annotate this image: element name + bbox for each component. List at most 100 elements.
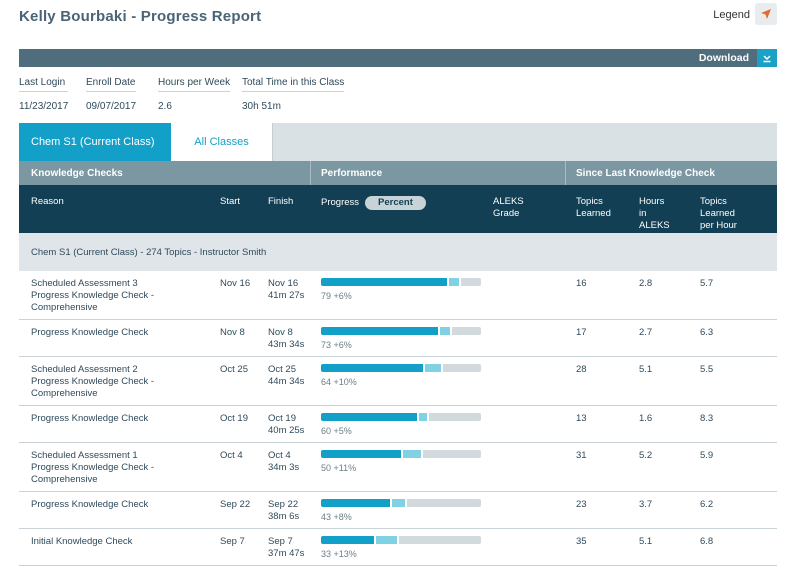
row-hours-in-aleks: 2.8: [639, 278, 653, 289]
progress-bar: [321, 364, 481, 372]
col-hours-line: Hours: [639, 196, 665, 207]
progress-gain-segment: [376, 536, 397, 544]
table-row[interactable]: Progress Knowledge Check Sep 22 Sep 22 38m …: [19, 492, 777, 529]
row-finish: Sep 7 37m 47s: [268, 536, 304, 560]
row-reason-line: Comprehensive: [31, 474, 98, 485]
row-topics-learned: 23: [576, 499, 587, 510]
row-finish-time: 41m 27s: [268, 290, 305, 301]
row-finish: Nov 16 41m 27s: [268, 278, 304, 302]
row-topics-per-hour: 6.8: [700, 536, 714, 547]
col-hours-in-aleks: Hours in ALEKS: [639, 196, 670, 232]
row-start: Oct 25: [220, 364, 248, 375]
page-title: Kelly Bourbaki - Progress Report: [19, 8, 262, 25]
row-finish-date: Sep 22: [268, 499, 299, 510]
tab-all-classes[interactable]: All Classes: [171, 123, 273, 161]
row-topics-per-hour: 6.2: [700, 499, 714, 510]
progress-percent: 50 +11%: [321, 463, 357, 473]
progress-percent: 73 +6%: [321, 340, 352, 350]
row-finish-time: 34m 3s: [268, 462, 300, 473]
row-hours-in-aleks: 2.7: [639, 327, 653, 338]
navigation-arrow-icon: [761, 9, 771, 19]
row-reason: Scheduled Assessment 1 Progress Knowledge…: [31, 450, 154, 486]
summary-label: Hours per Week: [158, 77, 231, 92]
row-finish-time: 44m 34s: [268, 376, 305, 387]
row-reason-line: Progress Knowledge Check -: [31, 290, 155, 301]
progress-percent: 33 +13%: [321, 549, 357, 559]
row-finish-date: Nov 8: [268, 327, 293, 338]
progress-remaining-segment: [423, 450, 481, 458]
row-topics-learned: 31: [576, 450, 587, 461]
summary-label: Total Time in this Class: [242, 77, 345, 92]
col-progress-label: Progress: [321, 197, 360, 208]
row-reason-line: Comprehensive: [31, 388, 98, 399]
row-reason-line: Progress Knowledge Check: [31, 327, 149, 338]
row-reason-line: Progress Knowledge Check -: [31, 376, 155, 387]
row-reason: Progress Knowledge Check: [31, 413, 148, 425]
progress-base-segment: [321, 278, 447, 286]
col-reason: Reason: [31, 196, 64, 207]
row-reason: Progress Knowledge Check: [31, 327, 148, 339]
row-reason: Scheduled Assessment 2 Progress Knowledge…: [31, 364, 154, 400]
progress-remaining-segment: [443, 364, 481, 372]
row-finish: Oct 19 40m 25s: [268, 413, 304, 437]
percent-toggle[interactable]: Percent: [365, 196, 426, 210]
progress-remaining-segment: [407, 499, 481, 507]
row-topics-per-hour: 5.9: [700, 450, 714, 461]
progress-percent: 60 +5%: [321, 426, 352, 436]
class-group-row: Chem S1 (Current Class) - 274 Topics - I…: [19, 233, 777, 271]
row-topics-learned: 16: [576, 278, 587, 289]
col-topics-learned-line: Topics: [576, 196, 603, 207]
col-topics-learned: Topics Learned: [576, 196, 611, 220]
col-hours-line: ALEKS: [639, 220, 670, 231]
row-start: Sep 7: [220, 536, 245, 547]
legend-button[interactable]: [755, 3, 777, 25]
summary-value: 30h 51m: [242, 101, 281, 112]
row-reason-line: Initial Knowledge Check: [31, 536, 133, 547]
col-rate-line: Topics: [700, 196, 727, 207]
row-finish-date: Sep 7: [268, 536, 293, 547]
summary-value: 11/23/2017: [19, 101, 69, 112]
section-divider: [565, 161, 566, 185]
table-row[interactable]: Initial Knowledge Check Sep 7 Sep 7 37m 47s…: [19, 529, 777, 566]
section-header: Knowledge Checks Performance Since Last …: [19, 161, 777, 185]
row-finish: Oct 4 34m 3s: [268, 450, 299, 474]
section-performance: Performance: [321, 168, 383, 179]
progress-gain-segment: [440, 327, 450, 335]
col-aleks-grade-line: ALEKS: [493, 196, 524, 207]
table-row[interactable]: Progress Knowledge Check Oct 19 Oct 19 40m …: [19, 406, 777, 443]
table-row[interactable]: Scheduled Assessment 3 Progress Knowledge…: [19, 271, 777, 320]
row-topics-learned: 28: [576, 364, 587, 375]
row-reason-line: Scheduled Assessment 3: [31, 278, 138, 289]
row-finish-time: 40m 25s: [268, 425, 305, 436]
class-tabs: Chem S1 (Current Class) All Classes: [19, 123, 777, 161]
row-reason-line: Progress Knowledge Check: [31, 413, 149, 424]
row-finish-date: Oct 19: [268, 413, 296, 424]
col-aleks-grade-line: Grade: [493, 208, 520, 219]
summary-value: 2.6: [158, 101, 172, 112]
row-finish: Sep 22 38m 6s: [268, 499, 299, 523]
col-rate-line: per Hour: [700, 220, 737, 231]
row-reason: Progress Knowledge Check: [31, 499, 148, 511]
progress-remaining-segment: [399, 536, 481, 544]
row-reason: Scheduled Assessment 3 Progress Knowledge…: [31, 278, 154, 314]
summary-label: Last Login: [19, 77, 69, 92]
download-label[interactable]: Download: [698, 52, 749, 64]
table-row[interactable]: Scheduled Assessment 1 Progress Knowledge…: [19, 443, 777, 492]
progress-percent: 43 +8%: [321, 512, 352, 522]
summary-total-time: Total Time in this Class 30h 51m: [242, 77, 345, 112]
progress-remaining-segment: [429, 413, 481, 421]
table-row[interactable]: Progress Knowledge Check Nov 8 Nov 8 43m 34…: [19, 320, 777, 357]
legend-label[interactable]: Legend: [713, 9, 750, 21]
row-topics-per-hour: 8.3: [700, 413, 714, 424]
progress-bar: [321, 499, 481, 507]
progress-gain-segment: [449, 278, 459, 286]
progress-percent: 64 +10%: [321, 377, 357, 387]
col-topics-learned-line: Learned: [576, 208, 611, 219]
table-row[interactable]: Scheduled Assessment 2 Progress Knowledge…: [19, 357, 777, 406]
download-button[interactable]: [757, 49, 777, 67]
row-finish-date: Nov 16: [268, 278, 299, 289]
col-topics-per-hour: Topics Learned per Hour: [700, 196, 737, 232]
row-finish: Oct 25 44m 34s: [268, 364, 304, 388]
row-finish-time: 43m 34s: [268, 339, 305, 350]
tab-current-class[interactable]: Chem S1 (Current Class): [19, 123, 171, 161]
